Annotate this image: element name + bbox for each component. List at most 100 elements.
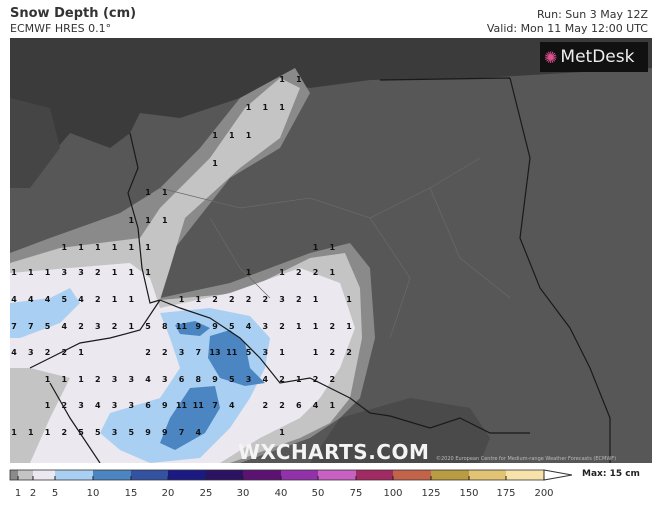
grid-value-label: 3 — [28, 348, 34, 357]
grid-value-label: 1 — [279, 103, 285, 112]
grid-value-label: 1 — [112, 295, 118, 304]
grid-value-label: 1 — [313, 322, 319, 331]
grid-value-label: 1 — [179, 295, 185, 304]
grid-value-label: 4 — [78, 295, 84, 304]
grid-value-label: 2 — [95, 375, 101, 384]
legend-swatch — [168, 470, 206, 480]
grid-value-label: 5 — [128, 428, 134, 437]
legend-swatch — [318, 470, 356, 480]
grid-value-label: 9 — [162, 428, 168, 437]
grid-value-label: 2 — [162, 348, 168, 357]
snow-zone-10-15-north — [175, 321, 210, 336]
grid-value-label: 1 — [78, 375, 84, 384]
grid-value-label: 2 — [279, 375, 285, 384]
grid-value-label: 7 — [195, 348, 201, 357]
grid-value-label: 1 — [61, 243, 67, 252]
baltic-sea — [10, 38, 652, 168]
grid-value-label: 1 — [296, 375, 302, 384]
grid-value-label: 2 — [112, 322, 118, 331]
grid-value-label: 1 — [279, 75, 285, 84]
grid-value-label: 1 — [28, 428, 34, 437]
grid-value-label: 1 — [145, 243, 151, 252]
grid-value-label: 4 — [11, 348, 17, 357]
grid-value-label: 2 — [95, 268, 101, 277]
grid-value-label: 2 — [45, 348, 51, 357]
grid-value-label: 4 — [145, 375, 151, 384]
grid-value-label: 1 — [11, 428, 17, 437]
grid-value-label: 2 — [262, 295, 268, 304]
run-time: Run: Sun 3 May 12Z — [537, 8, 648, 21]
legend-tick-label: 175 — [496, 488, 515, 499]
legend-tick-label: 15 — [125, 488, 138, 499]
grid-value-label: 1 — [45, 428, 51, 437]
grid-value-label: 2 — [329, 375, 335, 384]
grid-value-label: 8 — [162, 322, 168, 331]
grid-value-label: 9 — [212, 375, 218, 384]
grid-value-label: 2 — [262, 401, 268, 410]
grid-value-label: 1 — [162, 188, 168, 197]
grid-value-label: 5 — [61, 295, 67, 304]
metdesk-logo: ✺ MetDesk — [540, 42, 648, 72]
grid-value-label: 1 — [128, 322, 134, 331]
legend-swatch — [243, 470, 281, 480]
legend-swatch — [10, 470, 18, 480]
grid-value-label: 1 — [128, 243, 134, 252]
grid-value-label: 3 — [246, 375, 252, 384]
legend-tick-label: 2 — [30, 488, 36, 499]
max-value: Max: 15 cm — [582, 469, 640, 479]
country-borders — [29, 77, 611, 463]
grid-value-label: 2 — [61, 428, 67, 437]
grid-value-label: 2 — [313, 375, 319, 384]
grid-value-label: 2 — [78, 322, 84, 331]
legend-swatch — [93, 470, 131, 480]
grid-value-label: 1 — [78, 243, 84, 252]
grid-value-label: 1 — [128, 268, 134, 277]
grid-value-label: 1 — [279, 268, 285, 277]
grid-value-label: 2 — [329, 348, 335, 357]
grid-value-label: 4 — [61, 322, 67, 331]
grid-value-label: 9 — [212, 322, 218, 331]
wxcharts-watermark: WXCHARTS.COM — [238, 440, 430, 464]
grid-value-label: 1 — [128, 295, 134, 304]
grid-value-label: 11 — [193, 401, 205, 410]
sea-west — [10, 98, 60, 188]
grid-value-label: 6 — [179, 375, 185, 384]
slovakia-hungary-gray — [310, 398, 490, 463]
grid-value-label: 8 — [195, 375, 201, 384]
metdesk-star-icon: ✺ — [544, 47, 558, 67]
grid-value-label: 5 — [246, 348, 252, 357]
grid-value-label: 1 — [45, 375, 51, 384]
grid-value-label: 3 — [179, 348, 185, 357]
legend-arrow — [543, 469, 573, 481]
legend-tick-label: 100 — [383, 488, 402, 499]
grid-value-label: 3 — [262, 322, 268, 331]
legend-swatch — [469, 470, 506, 480]
model-label: ECMWF HRES 0.1° — [10, 22, 112, 35]
grid-value-label: 1 — [195, 295, 201, 304]
snow-depth-map: 1 11 1 11 1 111 11 1 11 1 1 1 1 1 1 11 1 1 3 3 2 1 1 1 1 1 2 2 14 4 4 5… — [10, 38, 652, 463]
grid-value-label: 2 — [346, 348, 352, 357]
grid-value-label: 3 — [61, 268, 67, 277]
grid-value-label: 9 — [195, 322, 201, 331]
grid-value-label: 1 — [212, 131, 218, 140]
grid-value-label: 4 — [28, 295, 34, 304]
grid-value-label: 1 — [162, 216, 168, 225]
grid-value-label: 1 — [61, 375, 67, 384]
grid-value-label: 1 — [279, 428, 285, 437]
grid-value-label: 1 — [78, 348, 84, 357]
grid-value-label: 4 — [246, 322, 252, 331]
region-borders — [159, 157, 511, 339]
grid-value-label: 2 — [145, 348, 151, 357]
grid-value-label: 3 — [78, 268, 84, 277]
grid-value-label: 3 — [262, 348, 268, 357]
grid-value-label: 2 — [61, 401, 67, 410]
legend-tick-label: 40 — [275, 488, 288, 499]
grid-value-label: 1 — [346, 295, 352, 304]
legend-swatch — [281, 470, 318, 480]
legend-swatch — [393, 470, 431, 480]
grid-value-label: 2 — [61, 348, 67, 357]
legend-tick-label: 1 — [15, 488, 21, 499]
grid-value-label: 1 — [313, 243, 319, 252]
grid-value-label: 3 — [128, 401, 134, 410]
grid-value-label: 1 — [329, 401, 335, 410]
